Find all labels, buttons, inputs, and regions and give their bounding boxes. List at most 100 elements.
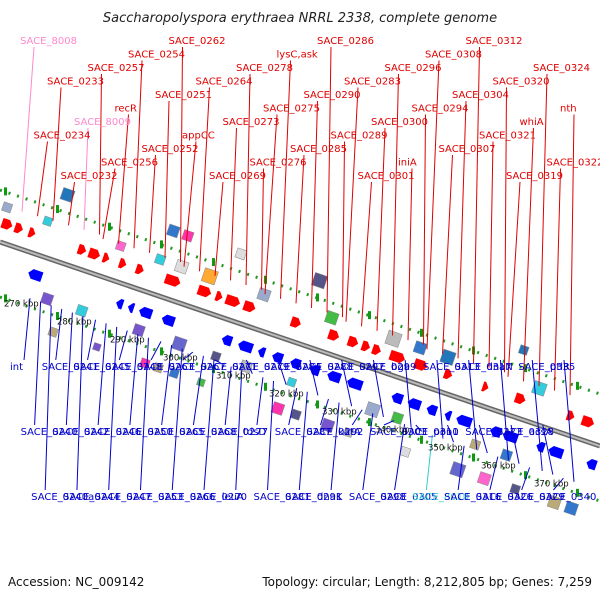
- feature-label: SACE_0335: [518, 362, 575, 373]
- feature-label: acsA: [529, 427, 553, 438]
- kbp-tick-label: 310 kbp: [216, 371, 251, 381]
- label-leader-line: [311, 100, 318, 308]
- genome-backbone-highlight: [0, 241, 600, 447]
- kbp-ruler-labels: 270 kbp 280 kbp 290 kbp 300 kbp 310 kbp 320 k…: [4, 299, 569, 489]
- feature-label: katA: [338, 427, 361, 438]
- annotation-block: [412, 340, 428, 356]
- feature-label: SACE_8008: [20, 36, 77, 47]
- feature-label: SACE_0279: [232, 362, 289, 373]
- forward-gene-arrow: [242, 300, 256, 313]
- kbp-tick-label: 330 kbp: [322, 407, 357, 417]
- feature-label: SACE_0242: [52, 427, 109, 438]
- feature-label: SACE_0281: [254, 492, 311, 503]
- label-leader-line: [425, 434, 433, 491]
- label-leader-line: [264, 114, 278, 295]
- reverse-gene-arrow: [586, 458, 598, 471]
- label-leaders: [21, 46, 575, 491]
- forward-gene-arrow: [27, 227, 36, 238]
- label-leader-line: [457, 445, 465, 491]
- feature-label: SACE_0254: [128, 50, 185, 61]
- label-leader-line: [23, 298, 31, 361]
- feature-label: SACE_0304: [452, 90, 509, 101]
- feature-label: lysC,ask: [277, 50, 318, 61]
- label-leader-line: [478, 424, 488, 454]
- ruler-tick: [108, 222, 111, 231]
- feature-label: SACE_0271: [201, 362, 258, 373]
- feature-label: SACE_0262: [169, 36, 226, 47]
- label-leader-line: [436, 359, 444, 439]
- ruler-tick: [264, 382, 267, 391]
- forward-gene-arrow: [412, 358, 428, 371]
- forward-gene-arrow: [371, 343, 381, 355]
- reverse-gene-arrow: [327, 370, 343, 384]
- feature-label: SACE_0253: [126, 492, 183, 503]
- annotation-block: [270, 401, 286, 416]
- label-leader-line: [180, 46, 183, 263]
- reverse-gene-arrow: [127, 303, 136, 314]
- reverse-gene-arrow: [407, 398, 423, 411]
- forward-gene-arrow: [360, 340, 371, 352]
- feature-label: SACE_0312: [466, 36, 523, 47]
- feature-label: SACE_0263: [137, 362, 194, 373]
- annotation-block: [59, 187, 76, 203]
- ruler-tick: [4, 187, 7, 196]
- inner-ruler-dots: [0, 295, 600, 503]
- forward-gene-arrow: [196, 284, 212, 298]
- annotation-block: [1, 201, 14, 214]
- label-leader-line: [330, 402, 340, 491]
- reverse-gene-arrow: [272, 352, 285, 364]
- label-leader-line: [394, 424, 406, 491]
- accession-text: Accession: NC_009142: [8, 575, 144, 589]
- reverse-gene-arrow: [28, 269, 44, 282]
- annotation-block: [173, 258, 190, 275]
- ruler-tick: [160, 347, 163, 356]
- annotation-block: [311, 272, 329, 290]
- label-leader-line: [150, 341, 162, 361]
- feature-label: SACE_0284: [264, 362, 321, 373]
- label-leader-line: [102, 168, 116, 240]
- kbp-tick-label: 290 kbp: [110, 335, 145, 345]
- forward-gene-arrow: [87, 247, 100, 260]
- forward-gene-arrow: [327, 329, 340, 341]
- feature-label: SACE_0266: [158, 492, 215, 503]
- forward-gene-arrow: [163, 273, 181, 287]
- label-leader-line: [523, 127, 534, 382]
- reverse-gene-arrow: [139, 306, 154, 320]
- feature-label: SACE_8009: [74, 117, 131, 128]
- forward-gene-arrow: [101, 252, 110, 263]
- forward-gene-arrow: [117, 257, 127, 269]
- label-leader-line: [182, 351, 194, 361]
- forward-gene-arrow: [76, 243, 87, 255]
- label-leader-line: [376, 127, 386, 331]
- feature-label: SACE_0241: [42, 362, 99, 373]
- annotation-block: [342, 427, 354, 438]
- annotation-block: [114, 240, 127, 252]
- feature-label: SACE_0245: [74, 362, 131, 373]
- label-leader-line: [499, 359, 509, 461]
- annotation-block: [563, 500, 579, 516]
- label-leader-line: [44, 305, 52, 491]
- label-leader-line: [447, 424, 455, 443]
- label-leader-line: [361, 181, 372, 327]
- label-leader-line: [342, 141, 345, 318]
- forward-gene-arrow: [388, 349, 405, 364]
- feature-label: SACE_0321: [479, 131, 536, 142]
- label-leader-line: [108, 326, 118, 491]
- label-leader-line: [65, 312, 73, 426]
- label-leader-line: [442, 154, 453, 354]
- label-leader-line: [510, 424, 520, 464]
- label-leader-line: [280, 60, 291, 299]
- feature-label: SACE_0278: [236, 63, 293, 74]
- label-leader-line: [171, 348, 183, 491]
- feature-label: SACE_0287: [275, 427, 332, 438]
- label-leader-line: [383, 420, 395, 426]
- label-leader-line: [563, 359, 575, 482]
- ruler-tick: [160, 240, 163, 249]
- annotation-block: [131, 323, 146, 338]
- forward-gene-arrow: [481, 381, 489, 392]
- outer-ruler-dots: [0, 188, 600, 396]
- annotation-block: [319, 417, 336, 434]
- feature-label: SACE_0289: [331, 131, 388, 142]
- feature-label: int: [10, 362, 23, 373]
